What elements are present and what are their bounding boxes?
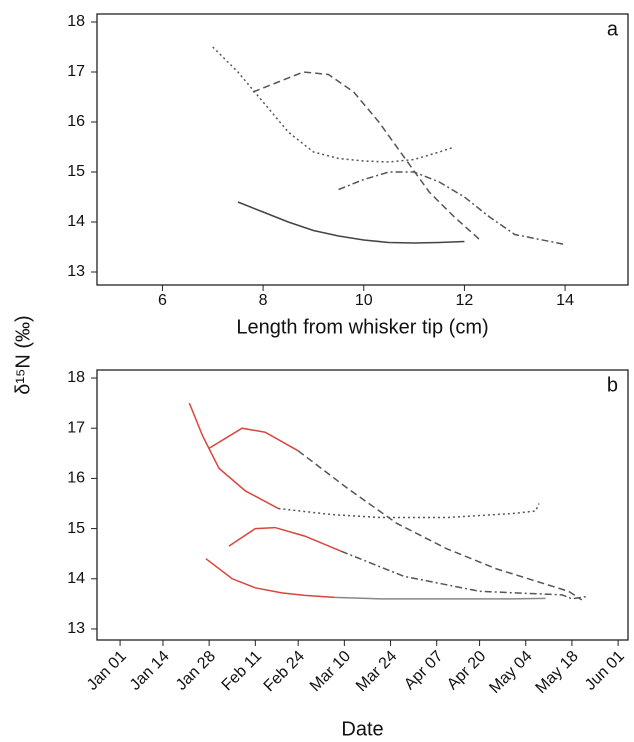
series-line bbox=[338, 171, 566, 246]
y-tick-label: 14 bbox=[67, 570, 85, 587]
series-line bbox=[237, 201, 465, 244]
panel-label: a bbox=[607, 18, 619, 40]
series-line bbox=[208, 427, 299, 452]
series-line bbox=[188, 402, 279, 510]
x-tick-label: 14 bbox=[556, 292, 574, 309]
y-tick-label: 18 bbox=[67, 13, 85, 30]
x-tick-label: 8 bbox=[259, 292, 268, 309]
y-tick-label: 17 bbox=[67, 63, 85, 80]
x-tick-label: 12 bbox=[456, 292, 474, 309]
x-tick-label: Jan 14 bbox=[127, 648, 173, 694]
series-line bbox=[212, 46, 455, 163]
x-axis-label: Length from whisker tip (cm) bbox=[236, 316, 488, 338]
y-tick-label: 16 bbox=[67, 113, 85, 130]
y-tick-label: 17 bbox=[67, 419, 85, 436]
y-tick-label: 14 bbox=[67, 213, 85, 230]
y-tick-label: 15 bbox=[67, 163, 85, 180]
x-tick-label: Feb 11 bbox=[219, 648, 265, 694]
series-line bbox=[252, 71, 481, 241]
x-tick-label: Apr 07 bbox=[401, 648, 446, 693]
x-tick-label: May 18 bbox=[533, 648, 582, 697]
y-tick-label: 18 bbox=[67, 369, 85, 386]
series-line bbox=[340, 550, 589, 600]
x-tick-label: Jan 28 bbox=[173, 648, 219, 694]
series-line bbox=[228, 526, 342, 552]
x-tick-label: Feb 24 bbox=[261, 648, 308, 695]
plot-frame bbox=[96, 369, 629, 641]
x-tick-label: May 04 bbox=[486, 648, 535, 697]
y-tick-label: 13 bbox=[67, 620, 85, 637]
x-tick-label: Mar 10 bbox=[307, 648, 354, 695]
y-tick-label: 16 bbox=[67, 470, 85, 487]
x-tick-label: 10 bbox=[355, 292, 373, 309]
series-line bbox=[297, 450, 583, 601]
x-tick-label: Jan 01 bbox=[84, 648, 130, 694]
x-tick-label: Mar 24 bbox=[353, 648, 400, 695]
y-tick-label: 13 bbox=[67, 263, 85, 280]
y-tick-label: 15 bbox=[67, 520, 85, 537]
series-line bbox=[278, 503, 540, 519]
x-tick-label: Jun 01 bbox=[582, 648, 628, 694]
x-tick-label: Apr 20 bbox=[444, 648, 489, 693]
plot-frame bbox=[96, 13, 629, 286]
panel-label: b bbox=[607, 374, 618, 396]
y-axis-label: δ¹⁵N (‰) bbox=[12, 315, 34, 394]
x-axis-label: Date bbox=[341, 718, 383, 740]
series-line bbox=[334, 596, 546, 600]
series-line bbox=[205, 558, 335, 599]
x-tick-label: 6 bbox=[158, 292, 167, 309]
